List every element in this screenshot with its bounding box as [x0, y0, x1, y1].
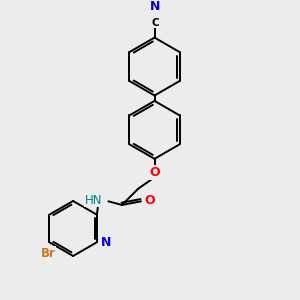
Text: O: O: [149, 166, 160, 179]
Text: N: N: [150, 0, 161, 13]
Text: Br: Br: [41, 247, 56, 260]
Text: O: O: [145, 194, 155, 207]
Text: HN: HN: [85, 194, 102, 207]
Text: N: N: [100, 236, 111, 249]
Text: C: C: [152, 18, 159, 28]
